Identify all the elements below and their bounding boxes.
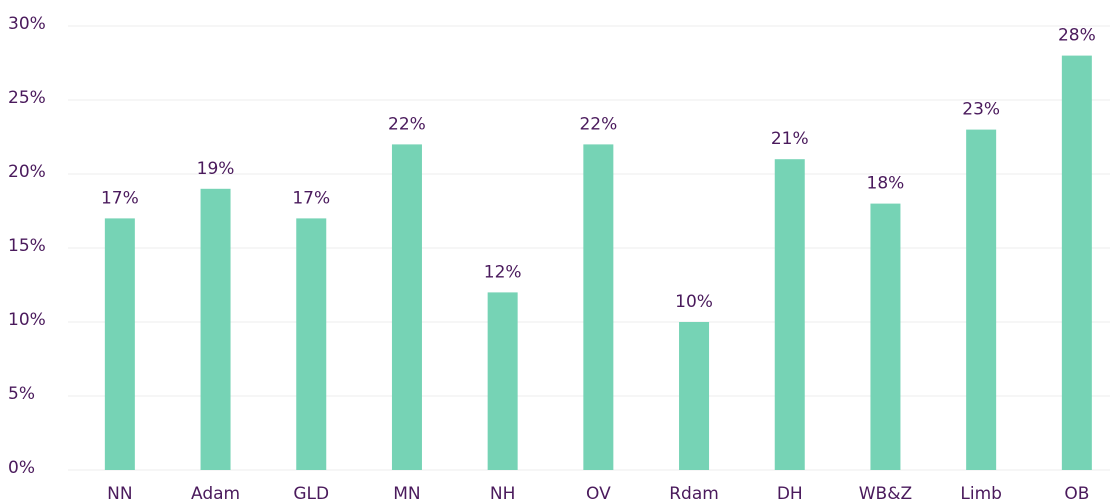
bar [774,159,805,470]
bar [104,218,135,470]
value-label: 23% [962,100,1000,120]
y-tick-label: 0% [8,458,35,478]
bar [583,144,614,470]
y-tick-label: 5% [8,384,35,404]
value-label: 19% [197,159,235,179]
bar [1061,55,1092,470]
x-tick-label: GLD [293,484,329,504]
x-tick-label: OB [1064,484,1089,504]
value-label: 18% [867,174,905,194]
bar [679,322,710,470]
y-tick-label: 30% [8,14,46,34]
x-tick-label: Rdam [669,484,719,504]
bar [200,188,231,471]
y-tick-label: 25% [8,88,46,108]
x-tick-label: Adam [191,484,240,504]
y-tick-label: 10% [8,310,46,330]
value-label: 22% [388,114,426,134]
value-label: 28% [1058,26,1096,46]
x-tick-label: NN [107,484,132,504]
x-tick-label: DH [777,484,803,504]
value-label: 21% [771,129,809,149]
bar [487,292,518,470]
value-label: 17% [292,188,330,208]
bar [391,144,422,470]
value-label: 22% [579,114,617,134]
bar [870,203,901,470]
y-tick-label: 20% [8,162,46,182]
value-label: 10% [675,292,713,312]
x-tick-label: WB&Z [859,484,912,504]
x-tick-label: NH [490,484,516,504]
bar [966,129,997,470]
x-tick-label: OV [586,484,611,504]
y-tick-label: 15% [8,236,46,256]
value-label: 17% [101,188,139,208]
x-tick-label: MN [393,484,420,504]
x-tick-label: Limb [960,484,1002,504]
bar [296,218,327,470]
value-label: 12% [484,262,522,282]
